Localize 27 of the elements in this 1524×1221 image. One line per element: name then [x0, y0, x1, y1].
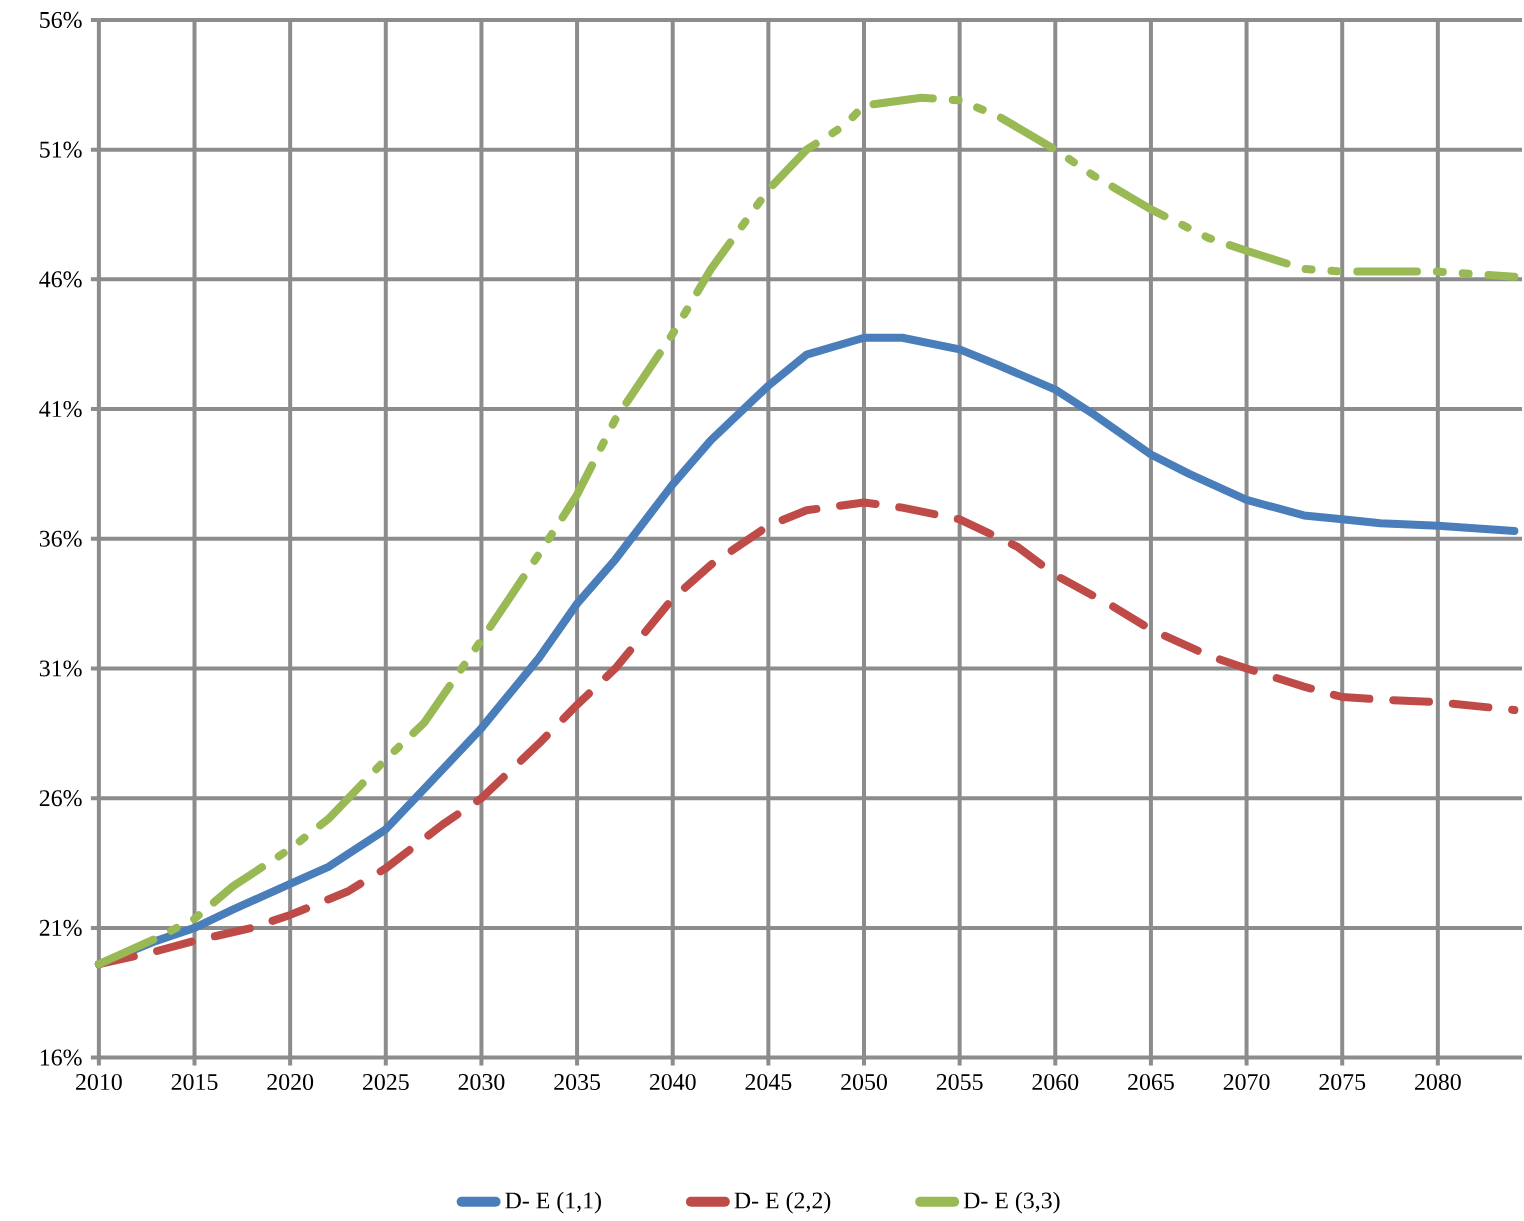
y-tick-label: 51%	[40, 141, 82, 158]
x-tick-label: 2015	[171, 1073, 218, 1090]
y-tick-label: 21%	[39, 919, 82, 936]
x-tick-label: 2010	[76, 1073, 122, 1090]
x-tick-label: 2055	[936, 1073, 983, 1090]
y-tick-label: 46%	[39, 271, 82, 288]
y-tick-label: 16%	[40, 1049, 82, 1066]
x-tick-label: 2060	[1032, 1073, 1079, 1090]
x-tick-label: 2030	[458, 1073, 505, 1090]
x-tick-label: 2040	[649, 1073, 696, 1090]
x-tick-label: 2070	[1223, 1073, 1270, 1090]
x-tick-label: 2045	[745, 1073, 792, 1090]
y-tick-label: 31%	[39, 660, 82, 677]
x-tick-label: 2065	[1128, 1073, 1174, 1090]
legend-label: D- E (1,1)	[505, 1191, 601, 1214]
y-tick-label: 36%	[39, 530, 82, 547]
y-tick-label: 56%	[40, 11, 82, 28]
x-tick-label: 2080	[1415, 1073, 1461, 1090]
y-tick-label: 26%	[39, 789, 82, 807]
x-tick-label: 2025	[362, 1073, 409, 1090]
x-tick-label: 2050	[841, 1073, 887, 1090]
legend-label: D- E (2,2)	[734, 1191, 831, 1214]
y-tick-label: 41%	[39, 400, 82, 417]
x-tick-label: 2020	[267, 1073, 314, 1090]
x-tick-label: 2075	[1319, 1073, 1366, 1090]
legend-label: D- E (3,3)	[963, 1191, 1060, 1214]
x-tick-label: 2035	[554, 1073, 601, 1090]
